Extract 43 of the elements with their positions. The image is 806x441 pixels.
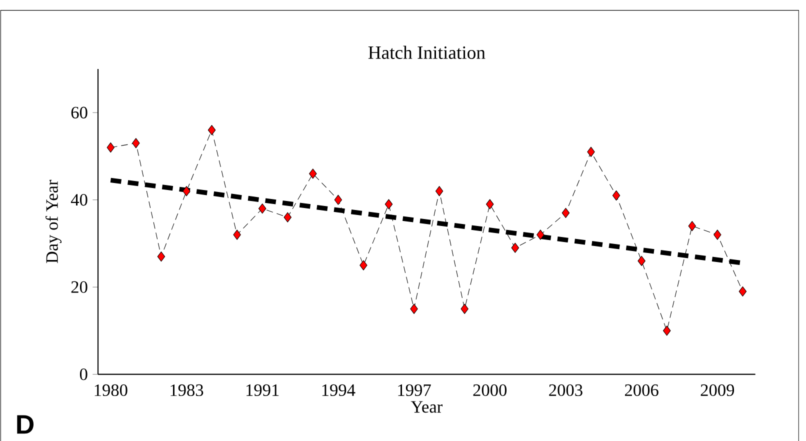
point	[106, 142, 115, 153]
point	[612, 190, 620, 201]
y-tick-label: 60	[71, 106, 88, 118]
point	[360, 260, 368, 270]
point	[258, 204, 266, 214]
x-tick-label: 1983	[170, 384, 204, 396]
x-tick-label: 1980	[94, 384, 128, 396]
point	[536, 230, 544, 240]
point	[511, 242, 520, 253]
point	[460, 304, 468, 314]
point	[182, 186, 190, 196]
point	[662, 326, 671, 336]
y-tick-label: 20	[71, 281, 88, 293]
point	[410, 304, 418, 314]
text: D	[17, 415, 34, 434]
x-tick-label: 1994	[322, 384, 356, 396]
point	[309, 168, 317, 179]
point	[157, 251, 166, 262]
x-tick-label: 2003	[549, 384, 582, 396]
y-axis-title: Day of Year	[46, 180, 62, 264]
point	[486, 199, 494, 210]
point	[714, 230, 722, 240]
point	[233, 230, 241, 240]
y-tick-label: 0	[80, 368, 88, 380]
x-tick-label: 1991	[246, 384, 279, 396]
point	[738, 286, 747, 297]
y-tick-label: 40	[70, 194, 88, 206]
point	[587, 146, 595, 157]
point	[688, 220, 696, 232]
point	[384, 199, 393, 210]
point	[638, 256, 646, 266]
point	[562, 208, 570, 218]
x-tick-label: 2009	[700, 384, 734, 396]
point	[284, 212, 292, 222]
chart-title: Hatch Initiation	[368, 46, 486, 59]
x-tick-label: 2006	[624, 384, 658, 396]
point	[334, 194, 342, 205]
point	[208, 124, 216, 136]
x-tick-label: 2000	[473, 384, 507, 396]
x-axis-title: Year	[410, 401, 442, 413]
point	[132, 138, 140, 148]
point	[435, 186, 444, 196]
x-tick-label: 1997	[398, 384, 431, 396]
